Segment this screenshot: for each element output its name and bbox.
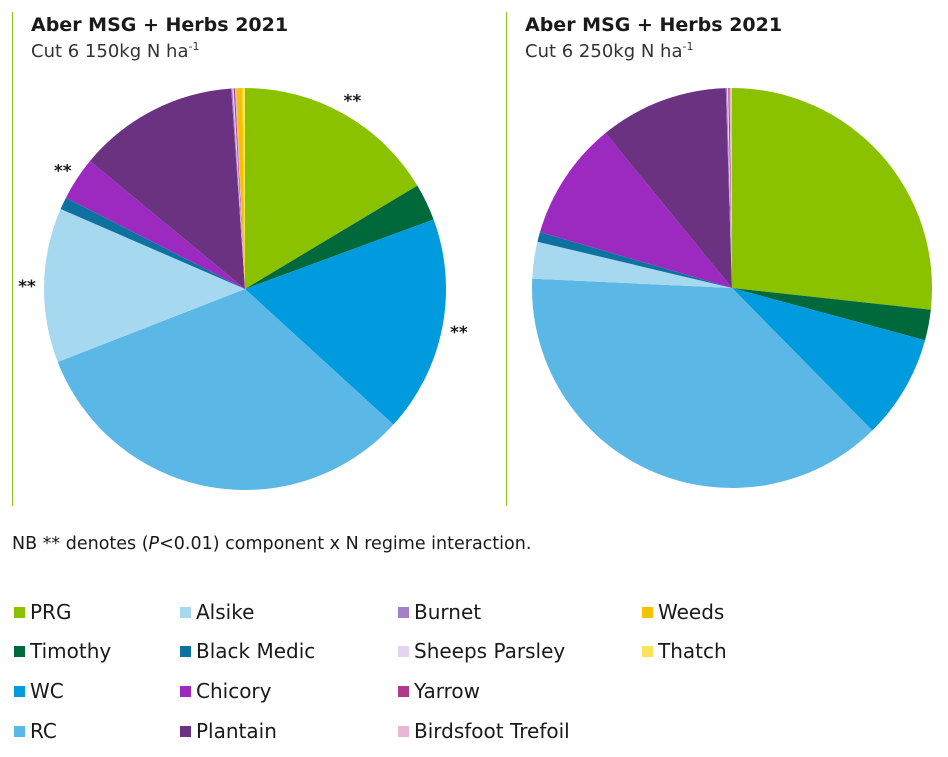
legend-item-rc: RC [14,719,57,743]
subtitle-superscript: -1 [188,40,200,53]
note-suffix: <0.01) component x N regime interaction. [159,534,532,554]
legend-label: Birdsfoot Trefoil [414,719,570,743]
significance-note: NB ** denotes (P<0.01) component x N reg… [12,534,531,554]
legend-item-wc: WC [14,679,64,703]
legend-swatch [398,645,409,657]
chart-title: Aber MSG + Herbs 2021 [31,14,289,36]
legend-label: Sheeps Parsley [414,639,566,663]
legend-item-chicory: Chicory [180,679,272,703]
legend-item-thatch: Thatch [642,639,727,663]
legend-swatch [398,685,409,697]
legend-swatch [180,606,191,618]
legend-label: WC [30,679,64,703]
legend-swatch [180,725,191,737]
legend-swatch [180,645,191,657]
legend-swatch [398,606,409,618]
legend-label: Weeds [658,600,725,624]
subtitle-text: Cut 6 150kg N ha [31,41,189,62]
legend-swatch [398,725,409,737]
legend-label: Timothy [30,639,112,663]
legend-item-black-medic: Black Medic [180,639,315,663]
legend-label: Plantain [196,719,277,743]
legend-swatch [14,725,25,737]
legend-label: PRG [30,600,72,624]
legend-label: RC [30,719,57,743]
note-prefix: NB ** denotes ( [12,534,149,554]
legend-swatch [14,645,25,657]
legend-label: Chicory [196,679,272,703]
legend-label: Thatch [658,639,727,663]
legend-label: Black Medic [196,639,316,663]
legend-swatch [14,685,25,697]
legend-item-burnet: Burnet [398,600,481,624]
subtitle-text: Cut 6 250kg N ha [525,41,683,62]
legend-item-sheeps-parsley: Sheeps Parsley [398,639,565,663]
legend-swatch [642,606,653,618]
chart-panel-250: Aber MSG + Herbs 2021 Cut 6 250kg N ha-1 [506,12,937,506]
chart-panel-150: Aber MSG + Herbs 2021 Cut 6 150kg N ha-1 [12,12,483,506]
chart-subtitle: Cut 6 150kg N ha-1 [31,40,199,62]
legend-label: Alsike [196,600,255,624]
legend: PRG Timothy WC RC Alsike Black Medic Chicory Pl… [14,600,934,750]
note-p-symbol: P [148,534,160,554]
legend-item-prg: PRG [14,600,71,624]
legend-item-plantain: Plantain [180,719,277,743]
legend-item-weeds: Weeds [642,600,724,624]
legend-label: Burnet [414,600,482,624]
legend-item-yarrow: Yarrow [398,679,480,703]
legend-item-alsike: Alsike [180,600,254,624]
legend-swatch [14,606,25,618]
legend-swatch [642,645,653,657]
legend-label: Yarrow [414,679,480,703]
chart-title: Aber MSG + Herbs 2021 [525,14,783,36]
legend-swatch [180,685,191,697]
subtitle-superscript: -1 [682,40,694,53]
legend-item-timothy: Timothy [14,639,111,663]
chart-subtitle: Cut 6 250kg N ha-1 [525,40,693,62]
legend-item-birdsfoot-trefoil: Birdsfoot Trefoil [398,719,570,743]
